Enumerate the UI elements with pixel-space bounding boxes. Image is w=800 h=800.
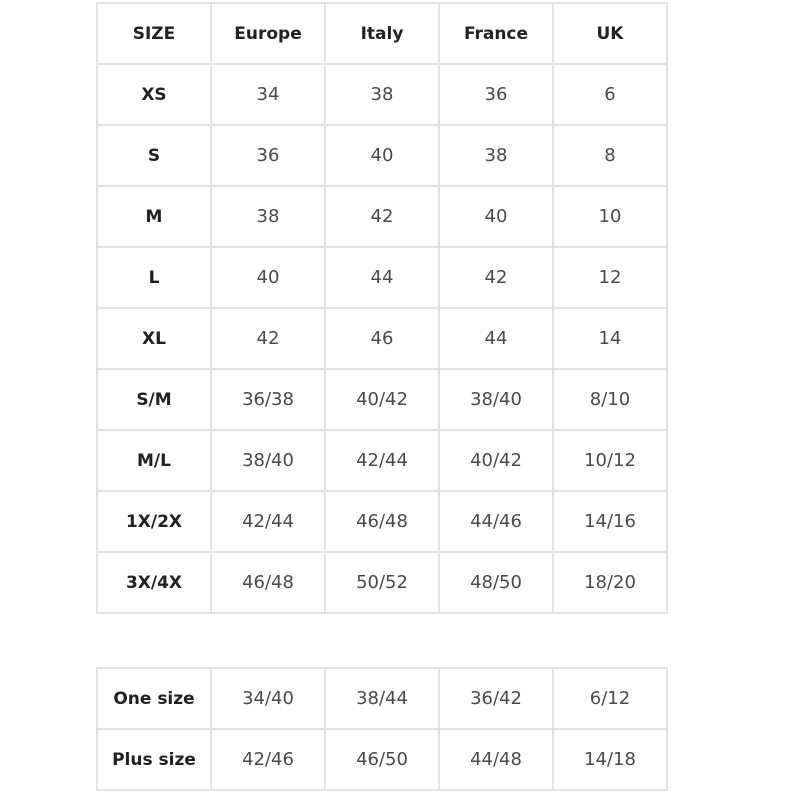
size-value: 42	[324, 185, 440, 248]
size-value: 44	[324, 246, 440, 309]
size-value: 46/50	[324, 728, 440, 791]
column-header: SIZE	[96, 2, 212, 65]
column-header: Europe	[210, 2, 326, 65]
size-label: 1X/2X	[96, 490, 212, 553]
size-value: 14/18	[552, 728, 668, 791]
size-label: XS	[96, 63, 212, 126]
column-header: Italy	[324, 2, 440, 65]
table-row: XS 34 38 36 6	[96, 63, 668, 126]
size-value: 44/46	[438, 490, 554, 553]
size-value: 10	[552, 185, 668, 248]
size-value: 40	[438, 185, 554, 248]
size-value: 42/46	[210, 728, 326, 791]
size-value: 44	[438, 307, 554, 370]
table-row: 1X/2X 42/44 46/48 44/46 14/16	[96, 490, 668, 553]
size-value: 46	[324, 307, 440, 370]
size-value: 34	[210, 63, 326, 126]
table-row: 3X/4X 46/48 50/52 48/50 18/20	[96, 551, 668, 614]
size-value: 46/48	[210, 551, 326, 614]
size-label: S	[96, 124, 212, 187]
table-row: S/M 36/38 40/42 38/40 8/10	[96, 368, 668, 431]
size-value: 50/52	[324, 551, 440, 614]
size-value: 38/40	[438, 368, 554, 431]
size-value: 40/42	[324, 368, 440, 431]
size-value: 42	[438, 246, 554, 309]
size-value: 44/48	[438, 728, 554, 791]
size-chart-table: SIZE Europe Italy France UK XS 34 38 36 6 S 36 40 38…	[96, 2, 668, 614]
size-value: 40	[324, 124, 440, 187]
size-value: 38/44	[324, 667, 440, 730]
size-value: 36/38	[210, 368, 326, 431]
size-value: 14	[552, 307, 668, 370]
size-value: 42/44	[210, 490, 326, 553]
size-value: 38/40	[210, 429, 326, 492]
size-label: One size	[96, 667, 212, 730]
size-label: M	[96, 185, 212, 248]
size-value: 14/16	[552, 490, 668, 553]
column-header: UK	[552, 2, 668, 65]
size-value: 10/12	[552, 429, 668, 492]
size-value: 8	[552, 124, 668, 187]
size-value: 8/10	[552, 368, 668, 431]
table-row: M 38 42 40 10	[96, 185, 668, 248]
column-header: France	[438, 2, 554, 65]
size-label: Plus size	[96, 728, 212, 791]
size-value: 46/48	[324, 490, 440, 553]
size-value: 34/40	[210, 667, 326, 730]
table-row: L 40 44 42 12	[96, 246, 668, 309]
size-value: 38	[324, 63, 440, 126]
table-row: One size 34/40 38/44 36/42 6/12	[96, 667, 668, 730]
size-value: 6/12	[552, 667, 668, 730]
table-row: M/L 38/40 42/44 40/42 10/12	[96, 429, 668, 492]
size-value: 18/20	[552, 551, 668, 614]
size-label: L	[96, 246, 212, 309]
size-value: 38	[438, 124, 554, 187]
size-value: 6	[552, 63, 668, 126]
size-label: 3X/4X	[96, 551, 212, 614]
size-value: 42/44	[324, 429, 440, 492]
size-label: XL	[96, 307, 212, 370]
size-label: S/M	[96, 368, 212, 431]
size-label: M/L	[96, 429, 212, 492]
size-value: 40/42	[438, 429, 554, 492]
table-row: S 36 40 38 8	[96, 124, 668, 187]
size-value: 38	[210, 185, 326, 248]
size-value: 36/42	[438, 667, 554, 730]
size-value: 36	[438, 63, 554, 126]
size-value: 12	[552, 246, 668, 309]
table-row: Plus size 42/46 46/50 44/48 14/18	[96, 728, 668, 791]
size-value: 36	[210, 124, 326, 187]
special-size-table: One size 34/40 38/44 36/42 6/12 Plus size 42/4…	[96, 667, 668, 791]
table-row: XL 42 46 44 14	[96, 307, 668, 370]
size-value: 42	[210, 307, 326, 370]
size-value: 40	[210, 246, 326, 309]
header-row: SIZE Europe Italy France UK	[96, 2, 668, 65]
size-value: 48/50	[438, 551, 554, 614]
